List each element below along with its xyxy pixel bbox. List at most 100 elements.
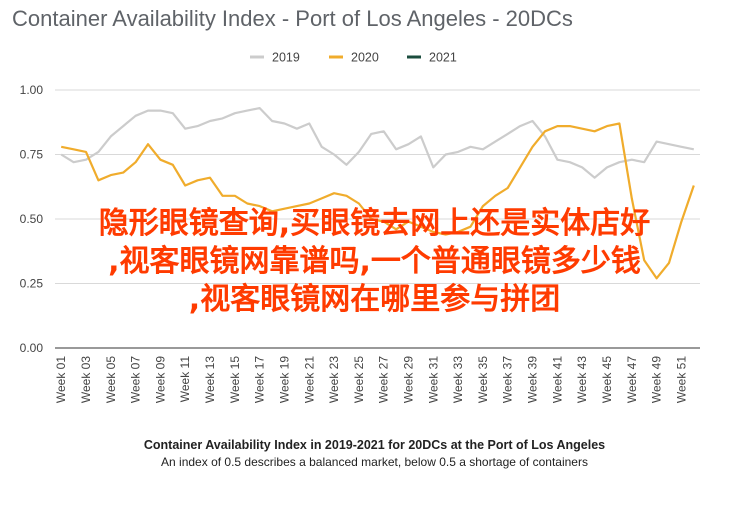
data-point-2020: [209, 177, 211, 179]
x-tick-label: Week 15: [228, 356, 242, 403]
data-point-2020: [196, 179, 198, 181]
x-tick-label: Week 05: [104, 356, 118, 403]
data-point-2020: [531, 146, 533, 148]
data-point-2019: [383, 130, 385, 132]
gridlines: [55, 89, 700, 349]
x-tick-label: Week 25: [352, 356, 366, 403]
data-point-2020: [618, 122, 620, 124]
data-point-2020: [134, 161, 136, 163]
x-tick-label: Week 21: [302, 356, 316, 403]
x-tick-label: Week 39: [526, 356, 540, 403]
data-point-2020: [333, 192, 335, 194]
data-point-2019: [320, 146, 322, 148]
data-point-2019: [184, 128, 186, 130]
data-point-2019: [296, 128, 298, 130]
legend-label-2020: 2020: [351, 51, 379, 65]
data-point-2019: [457, 151, 459, 153]
x-tick-label: Week 09: [153, 356, 167, 403]
legend-label-2021: 2021: [429, 51, 457, 65]
data-point-2019: [407, 143, 409, 145]
data-point-2020: [519, 166, 521, 168]
data-point-2020: [345, 195, 347, 197]
data-point-2019: [159, 109, 161, 111]
data-point-2019: [680, 146, 682, 148]
data-point-2019: [234, 112, 236, 114]
y-tick-label: 0.75: [20, 148, 44, 162]
data-point-2020: [97, 179, 99, 181]
overlay-text-line-3: ,视客眼镜网在哪里参与拼团: [188, 282, 561, 317]
x-tick-label: Week 11: [178, 356, 192, 403]
y-tick-label: 0.00: [20, 341, 44, 355]
data-point-2019: [271, 120, 273, 122]
data-point-2020: [556, 125, 558, 127]
data-point-2019: [221, 117, 223, 119]
x-tick-label: Week 51: [674, 356, 688, 403]
data-point-2020: [147, 143, 149, 145]
overlay-text-line-2: ,视客眼镜网靠谱吗,一个普通眼镜多少钱: [108, 244, 641, 279]
data-point-2020: [593, 130, 595, 132]
data-point-2019: [445, 153, 447, 155]
data-point-2019: [85, 158, 87, 160]
y-tick-label: 0.25: [20, 277, 44, 291]
x-tick-label: Week 33: [451, 356, 465, 403]
data-point-2019: [122, 125, 124, 127]
x-tick-label: Week 03: [79, 356, 93, 403]
data-point-2019: [556, 158, 558, 160]
data-point-2019: [358, 151, 360, 153]
data-point-2019: [432, 166, 434, 168]
x-tick-label: Week 13: [203, 356, 217, 403]
x-tick-label: Week 35: [476, 356, 490, 403]
data-point-2020: [544, 130, 546, 132]
data-point-2019: [72, 161, 74, 163]
caption-title: Container Availability Index in 2019-202…: [143, 438, 606, 452]
data-point-2020: [693, 184, 695, 186]
x-tick-label: Week 07: [129, 356, 143, 403]
data-point-2019: [147, 109, 149, 111]
data-point-2019: [668, 143, 670, 145]
x-tick-label: Week 41: [550, 356, 564, 403]
data-point-2019: [97, 151, 99, 153]
y-axis-ticks: 0.00 0.25 0.50 0.75 1.00: [20, 83, 44, 355]
data-point-2019: [196, 125, 198, 127]
data-point-2019: [531, 120, 533, 122]
x-tick-label: Week 29: [402, 356, 416, 403]
data-point-2019: [209, 120, 211, 122]
x-tick-label: Week 01: [54, 356, 68, 403]
data-point-2019: [631, 158, 633, 160]
data-point-2020: [221, 195, 223, 197]
data-point-2019: [655, 140, 657, 142]
data-point-2019: [519, 125, 521, 127]
figure-caption: Container Availability Index in 2019-202…: [0, 438, 749, 469]
x-axis-ticks: Week 01 Week 03 Week 05 Week 07 Week 09 Week …: [54, 356, 688, 403]
data-point-2019: [469, 146, 471, 148]
data-point-2019: [246, 109, 248, 111]
data-point-2019: [258, 107, 260, 109]
data-point-2019: [482, 148, 484, 150]
data-point-2020: [631, 197, 633, 199]
data-point-2020: [184, 184, 186, 186]
data-point-2020: [110, 174, 112, 176]
data-point-2019: [172, 112, 174, 114]
x-tick-label: Week 31: [426, 356, 440, 403]
data-point-2019: [60, 153, 62, 155]
overlay-text-line-1: 隐形眼镜查询,买眼镜去网上还是实体店好: [98, 206, 651, 241]
data-point-2019: [643, 161, 645, 163]
data-point-2019: [395, 148, 397, 150]
x-tick-label: Week 49: [650, 356, 664, 403]
legend-label-2019: 2019: [272, 51, 300, 65]
data-point-2019: [544, 135, 546, 137]
data-point-2020: [60, 146, 62, 148]
x-tick-label: Week 37: [501, 356, 515, 403]
data-point-2020: [507, 187, 509, 189]
data-point-2020: [494, 195, 496, 197]
data-point-2019: [134, 115, 136, 117]
data-point-2019: [581, 166, 583, 168]
data-point-2019: [494, 140, 496, 142]
data-point-2020: [320, 197, 322, 199]
data-point-2020: [606, 125, 608, 127]
data-point-2019: [593, 177, 595, 179]
data-point-2019: [420, 135, 422, 137]
data-point-2020: [159, 158, 161, 160]
series-lines: [60, 107, 695, 280]
data-point-2020: [569, 125, 571, 127]
